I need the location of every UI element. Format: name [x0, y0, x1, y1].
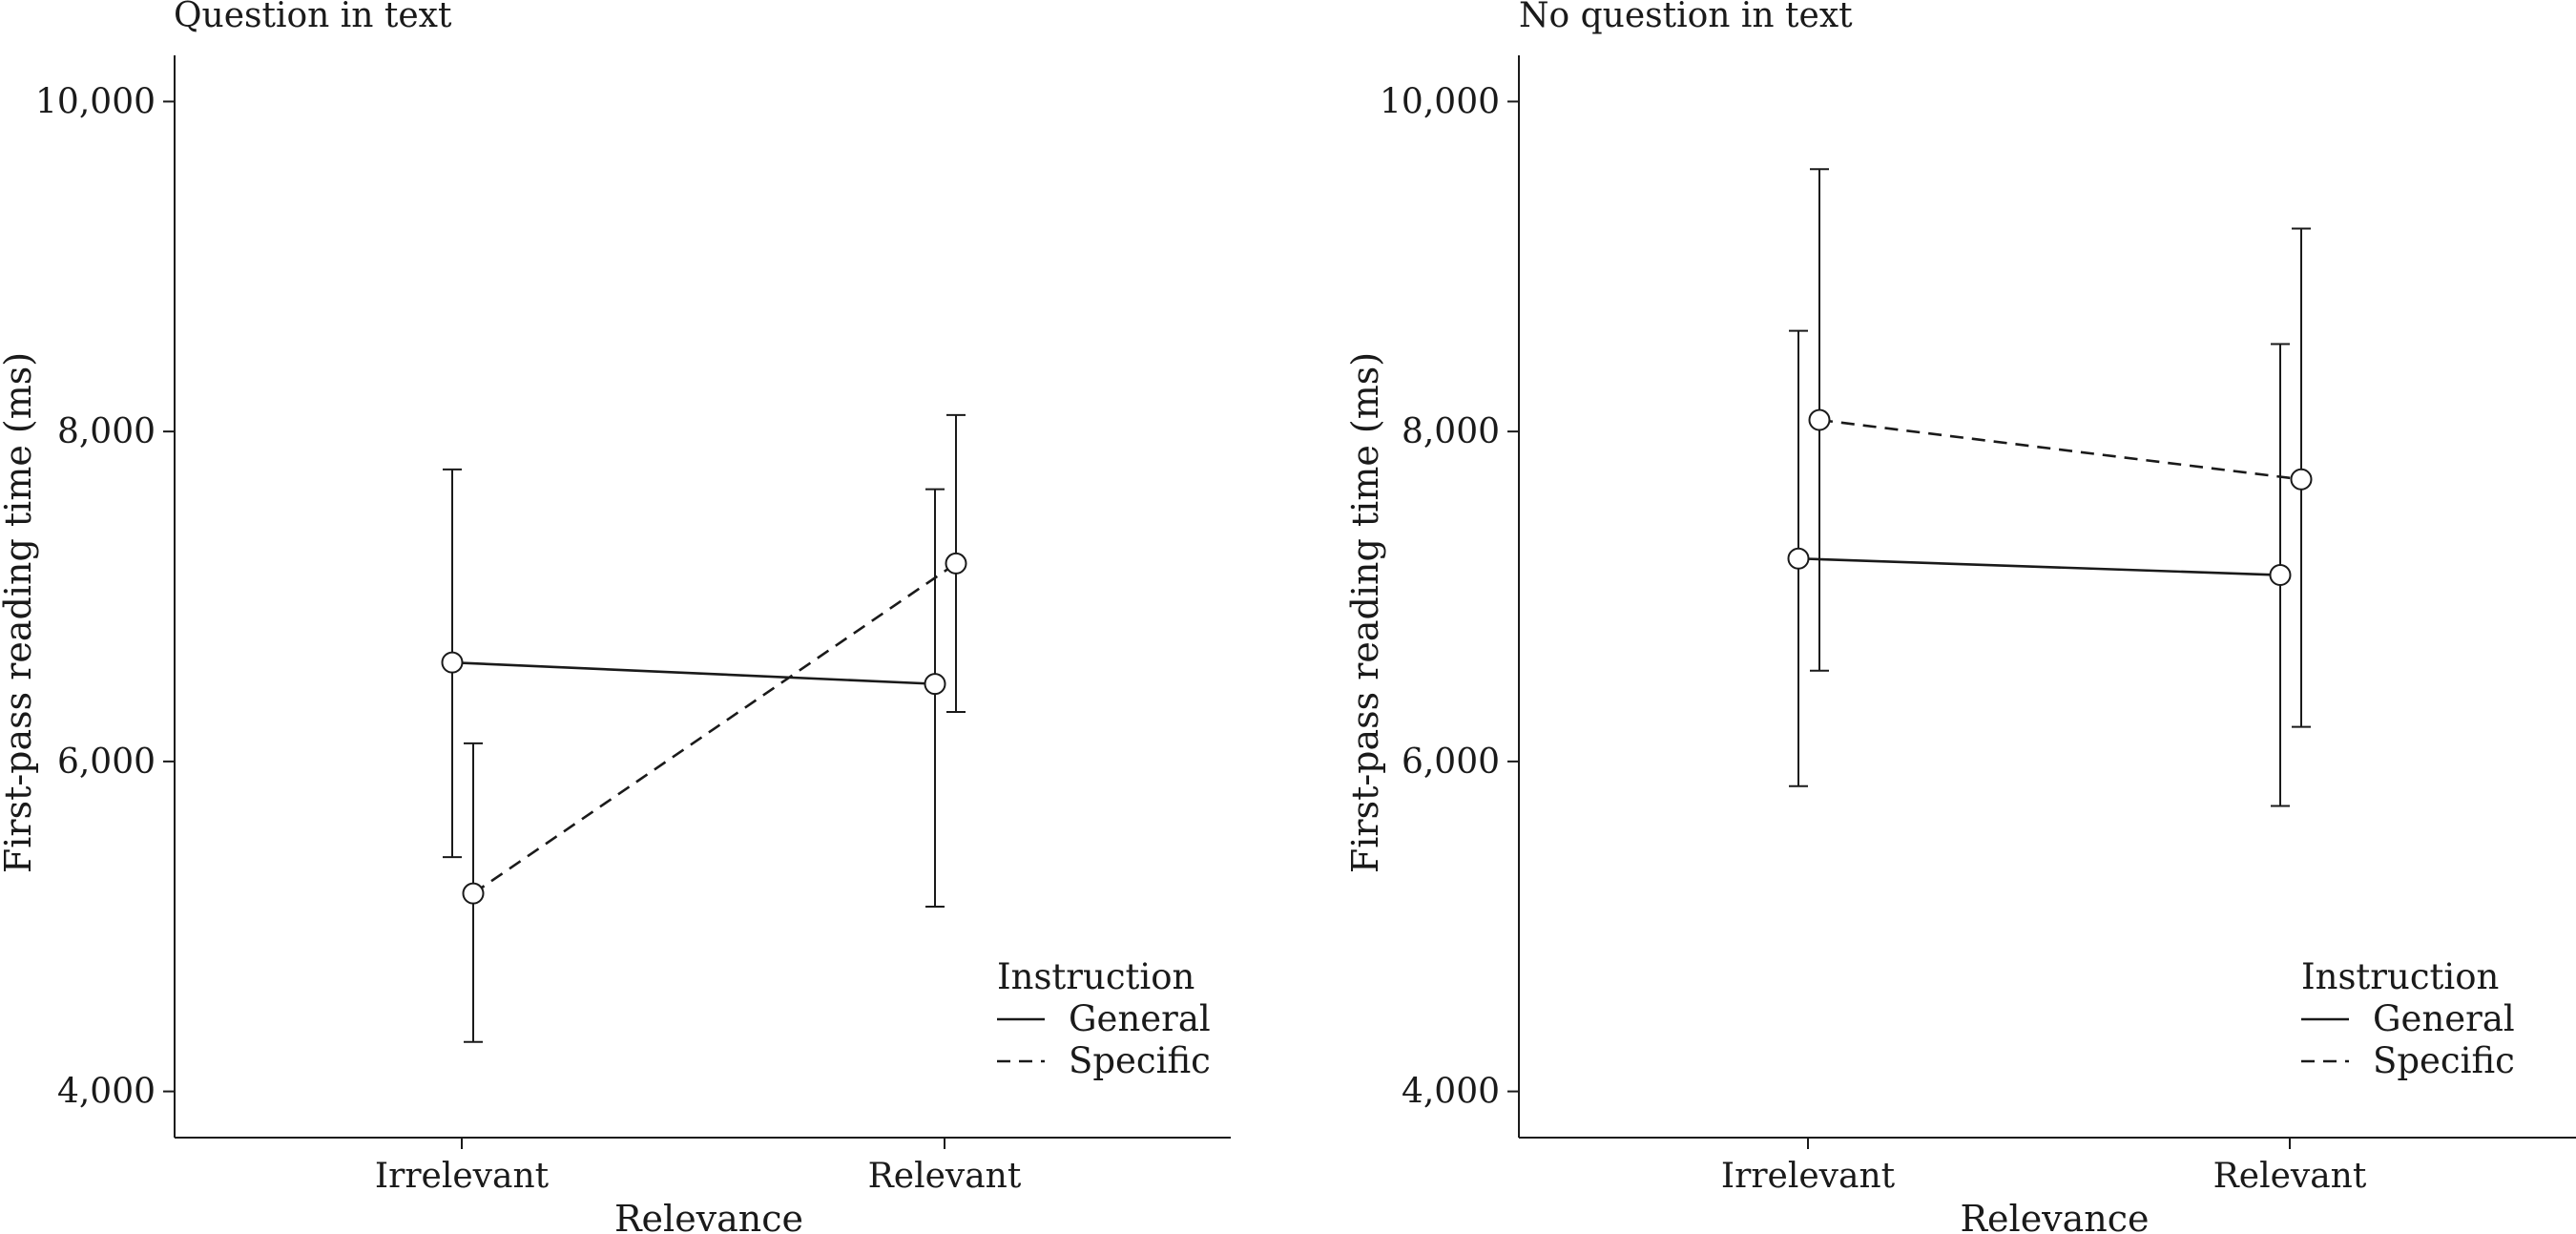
- y-tick-label: 10,000: [35, 82, 156, 121]
- y-tick-label: 8,000: [57, 412, 156, 451]
- series-line-general: [1797, 556, 2281, 576]
- legend-label-specific: Specific: [1069, 1040, 1211, 1081]
- legend-label-specific: Specific: [2373, 1040, 2515, 1081]
- series-line-general: [451, 660, 936, 685]
- x-axis-title: Relevance: [1960, 1198, 2149, 1234]
- point-general: [2269, 564, 2292, 587]
- panel-no-question-in-text: No question in text 4,000 6,000 8,000 10,000…: [1344, 0, 2576, 1234]
- legend-label-general: General: [1069, 998, 1211, 1039]
- point-general: [1787, 547, 1810, 570]
- chart-title: Question in text: [174, 0, 452, 35]
- legend-title: Instruction: [2301, 956, 2499, 997]
- point-specific: [945, 552, 967, 575]
- series-line-specific: [1818, 418, 2302, 481]
- y-tick-label: 6,000: [1402, 742, 1500, 782]
- point-specific: [2290, 468, 2313, 491]
- panel-question-in-text: Question in text 4,000 6,000 8,000 10,000 Irr…: [0, 0, 1231, 1234]
- x-tick-label: Relevant: [2213, 1157, 2367, 1196]
- x-tick-label: Relevant: [868, 1157, 1022, 1196]
- chart-title: No question in text: [1519, 0, 1853, 35]
- x-tick-label: Irrelevant: [375, 1157, 550, 1196]
- legend-title: Instruction: [997, 956, 1195, 997]
- point-general: [441, 651, 464, 674]
- y-axis-title: First-pass reading time (ms): [1344, 352, 1386, 873]
- y-tick-label: 4,000: [1402, 1073, 1500, 1112]
- x-tick-label: Irrelevant: [1721, 1157, 1896, 1196]
- y-tick-label: 4,000: [57, 1073, 156, 1112]
- legend-label-general: General: [2373, 998, 2515, 1039]
- y-tick-label: 10,000: [1380, 82, 1500, 121]
- y-axis-title: First-pass reading time (ms): [0, 352, 39, 873]
- x-axis-title: Relevance: [614, 1198, 803, 1234]
- point-specific: [462, 882, 485, 905]
- y-tick-label: 6,000: [57, 742, 156, 782]
- point-general: [924, 673, 946, 696]
- point-specific: [1808, 408, 1831, 431]
- series-line-specific: [472, 562, 957, 895]
- y-tick-label: 8,000: [1402, 412, 1500, 451]
